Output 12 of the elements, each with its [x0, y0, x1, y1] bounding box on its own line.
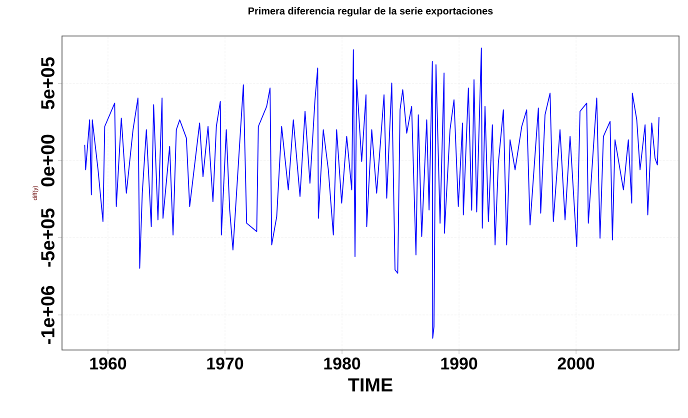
- chart-title: Primera diferencia regular de la serie exportaciones: [248, 7, 493, 16]
- x-tick-label: 2000: [558, 358, 594, 370]
- y-tick-label: 5e+05: [41, 57, 54, 110]
- x-tick-label: 1960: [90, 358, 126, 370]
- x-tick-label: 1980: [324, 358, 360, 370]
- x-tick-label: 1990: [441, 358, 478, 370]
- x-axis-title: TIME: [348, 378, 392, 392]
- line-series: [84, 48, 660, 339]
- y-tick-label: -1e+06: [41, 286, 54, 344]
- x-tick-label: 1970: [207, 358, 244, 370]
- y-tick-label: 0e+00: [41, 134, 54, 186]
- y-tick-label: -5e+05: [41, 208, 54, 267]
